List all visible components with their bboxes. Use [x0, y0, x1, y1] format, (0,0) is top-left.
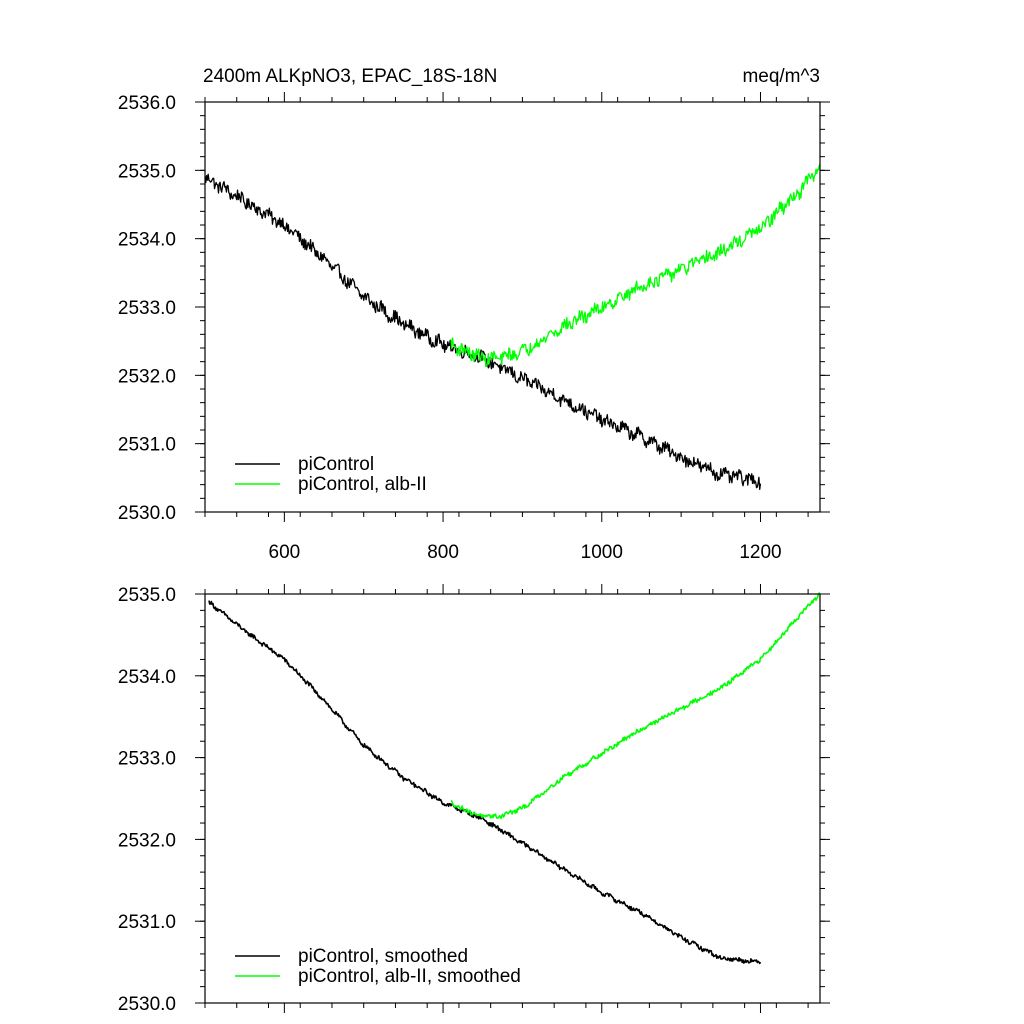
legend-label-2: piControl, alb-II	[298, 474, 427, 495]
series-line-1	[208, 600, 762, 965]
series-line-2	[450, 592, 821, 820]
y-tick-label: 2533.0	[118, 749, 176, 770]
x-tick-label: 1200	[739, 542, 781, 563]
y-tick-label: 2535.0	[118, 585, 176, 606]
top-series-layer	[204, 163, 821, 491]
x-tick-label: 800	[427, 542, 459, 563]
bottom-ticks	[195, 584, 830, 1013]
y-tick-label: 2530.0	[118, 503, 176, 524]
chart-title: 2400m ALKpNO3, EPAC_18S-18N	[203, 66, 497, 87]
bottom-plot-frame	[204, 593, 821, 1004]
legend-label-2: piControl, alb-II, smoothed	[298, 966, 521, 987]
legend-label-1: piControl	[298, 454, 374, 475]
top-tick-labels: 2530.0 2531.0 2532.0 2533.0 2534.0 2535.0 2536…	[118, 93, 782, 563]
y-tick-label: 2536.0	[118, 93, 176, 114]
top-panel: 2530.0 2531.0 2532.0 2533.0 2534.0 2535.0 2536…	[118, 92, 830, 563]
y-tick-label: 2532.0	[118, 366, 176, 387]
y-tick-label: 2534.0	[118, 230, 176, 251]
y-tick-label: 2535.0	[118, 161, 176, 182]
y-tick-label: 2531.0	[118, 912, 176, 933]
bottom-tick-labels: 2530.0 2531.0 2532.0 2533.0 2534.0 2535.0	[118, 585, 176, 1015]
series-line-2	[450, 163, 821, 367]
top-plot-frame	[204, 101, 821, 513]
units-label: meq/m^3	[742, 66, 820, 87]
bottom-series-layer	[208, 592, 821, 965]
x-tick-label: 600	[269, 542, 301, 563]
y-tick-label: 2531.0	[118, 435, 176, 456]
y-tick-label: 2534.0	[118, 667, 176, 688]
y-tick-label: 2533.0	[118, 298, 176, 319]
top-ticks	[195, 92, 830, 522]
bottom-panel: 2530.0 2531.0 2532.0 2533.0 2534.0 2535.0 piC…	[118, 584, 830, 1015]
legend-label-1: piControl, smoothed	[298, 946, 468, 967]
y-tick-label: 2532.0	[118, 830, 176, 851]
series-line-1	[204, 173, 762, 491]
y-tick-label: 2530.0	[118, 994, 176, 1015]
x-tick-label: 1000	[581, 542, 623, 563]
